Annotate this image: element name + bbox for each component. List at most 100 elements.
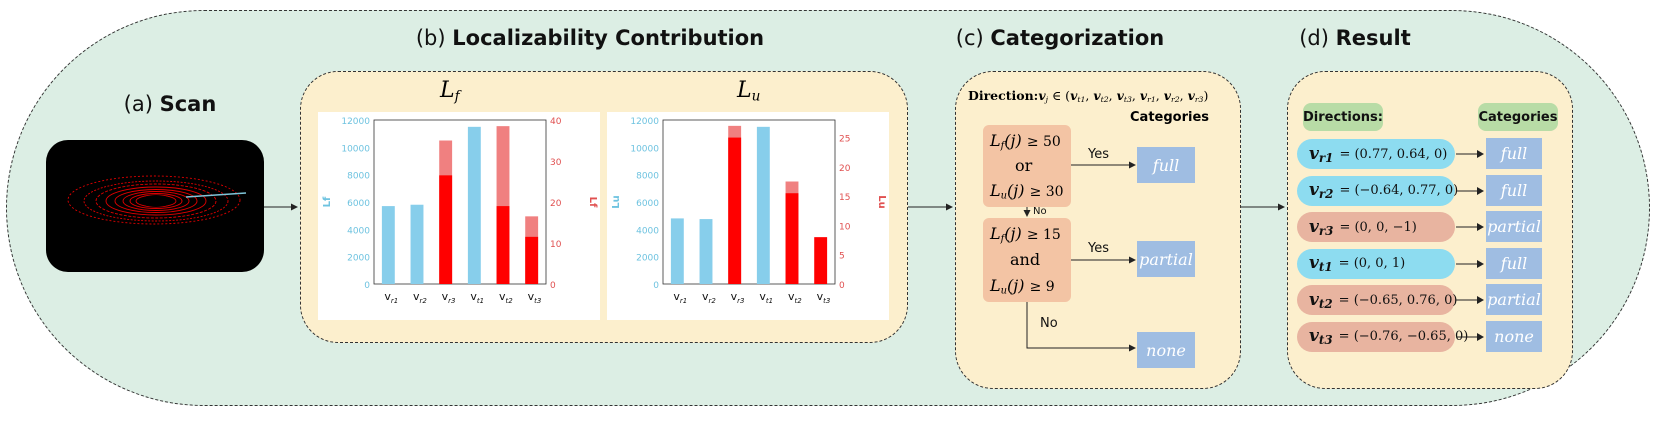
direction-pill: vr3 = (0, 0, −1) — [1297, 212, 1455, 242]
result-arrow — [1456, 150, 1484, 158]
direction-set-item: vt3, — [1116, 88, 1140, 104]
left-tick-label: 6000 — [636, 199, 659, 209]
y-axis-label: Lu — [611, 195, 622, 209]
bar-left-axis — [467, 126, 481, 284]
panel-c-prefix: (c) — [955, 26, 991, 50]
direction-set-item: vt2, — [1093, 88, 1117, 104]
direction-symbol: vt2 — [1309, 289, 1333, 311]
direction-pill: vt2 = (−0.65, 0.76, 0) — [1297, 285, 1457, 315]
panel-a-prefix: (a) — [123, 92, 160, 116]
y-axis-label: Lf — [322, 196, 333, 207]
left-tick-label: 12000 — [341, 117, 370, 127]
cond1-line2: Lu(j) ≥ 30 — [990, 181, 1064, 202]
left-tick-label: 0 — [364, 281, 370, 291]
cond1-line1: Lf(j) ≥ 50 — [990, 131, 1061, 152]
direction-symbol: vr2 — [1309, 180, 1334, 201]
panel-c-name: Categorization — [990, 26, 1165, 50]
direction-pill: vt3 = (−0.76, −0.65, 0) — [1297, 321, 1468, 352]
cond2-and: and — [1010, 250, 1041, 269]
right-tick-label: 15 — [839, 193, 850, 203]
scan-rings — [67, 175, 247, 225]
direction-set-item: vr3 — [1187, 88, 1204, 104]
right-tick-label: 5 — [839, 252, 845, 262]
left-tick-label: 10000 — [630, 144, 659, 154]
left-tick-label: 0 — [653, 281, 659, 291]
panel-b-name: Localizability Contribution — [452, 26, 765, 50]
panel-d-name: Result — [1335, 26, 1411, 50]
left-tick-label: 8000 — [347, 172, 370, 182]
right-tick-label: 10 — [839, 222, 851, 232]
result-category-box: full — [1486, 138, 1542, 169]
y2-axis-label: Lu — [876, 195, 887, 209]
left-tick-label: 8000 — [636, 172, 659, 182]
bar-left-axis — [699, 219, 713, 284]
result-category-box: partial — [1486, 211, 1542, 242]
result-arrow — [1456, 332, 1484, 341]
output-none-box: none — [1137, 332, 1195, 368]
right-tick-label: 0 — [550, 281, 556, 291]
panel-c-title: (c) Categorization — [950, 26, 1170, 50]
right-tick-label: 40 — [550, 117, 562, 127]
lidar-scan-image — [46, 140, 264, 272]
direction-pill: vr1 = (0.77, 0.64, 0) — [1297, 139, 1455, 169]
direction-symbol: vt1 — [1309, 253, 1333, 274]
condition-2-box — [983, 218, 1071, 302]
left-tick-label: 2000 — [347, 254, 370, 264]
result-arrow — [1456, 223, 1484, 231]
right-tick-label: 20 — [550, 199, 562, 209]
direction-set-item: vt1, — [1070, 88, 1094, 104]
direction-set-items: vt1, vt2, vt3, vr1, vr2, vr3 — [1070, 88, 1204, 104]
right-tick-label: 10 — [550, 240, 562, 250]
directions-header: Directions: — [1303, 103, 1383, 131]
categorization-arrows — [1023, 161, 1136, 352]
bar-right-axis — [496, 206, 510, 284]
result-arrow — [1456, 296, 1484, 304]
direction-value: = (0, 0, 1) — [1338, 256, 1406, 271]
bar-left-axis — [756, 126, 770, 284]
result-categories-header: Categories — [1478, 103, 1558, 131]
result-category-box: partial — [1486, 284, 1542, 315]
output-full-box: full — [1137, 147, 1195, 183]
direction-set-item: vr2, — [1163, 88, 1188, 104]
left-tick-label: 4000 — [636, 226, 659, 236]
direction-pill: vt1 = (0, 0, 1) — [1297, 248, 1455, 279]
bar-right-axis — [814, 237, 828, 284]
cond2-line1: Lf(j) ≥ 15 — [990, 224, 1061, 245]
direction-value: = (0, 0, −1) — [1339, 219, 1417, 235]
right-tick-label: 30 — [550, 158, 562, 168]
cond2-line2: Lu(j) ≥ 9 — [990, 276, 1055, 297]
right-tick-label: 0 — [839, 281, 845, 291]
direction-pill: vr2 = (−0.64, 0.77, 0) — [1297, 175, 1459, 206]
direction-symbol: vt3 — [1309, 326, 1333, 347]
output-partial-box: partial — [1137, 241, 1195, 277]
result-category-box: full — [1486, 174, 1542, 206]
y2-axis-label: Lf — [587, 197, 598, 208]
direction-value: = (−0.64, 0.77, 0) — [1339, 183, 1459, 198]
no-label-1: No — [1033, 206, 1047, 217]
lf-bar-chart: 0 2000 4000 6000 8000 10000 12000 0 10 20 30 40 Lf Lf… — [318, 112, 600, 320]
direction-value: = (−0.76, −0.65, 0) — [1338, 329, 1469, 344]
bar-right-axis — [728, 137, 742, 284]
result-arrow — [1456, 259, 1484, 268]
bar-right-axis — [785, 193, 799, 284]
no-label-2: No — [1040, 316, 1058, 331]
chart-lf-title: Lf — [440, 78, 460, 105]
bar-left-axis — [381, 206, 395, 284]
panel-a-title: (a) Scan — [100, 92, 240, 116]
left-tick-label: 2000 — [636, 254, 659, 264]
cond1-or: or — [1015, 156, 1033, 175]
result-category-box: full — [1486, 247, 1542, 279]
chart-lu-title: Lu — [737, 78, 761, 105]
panel-a-name: Scan — [159, 92, 217, 116]
right-tick-label: 25 — [839, 135, 850, 145]
direction-value: = (0.77, 0.64, 0) — [1339, 146, 1448, 162]
result-arrow — [1456, 186, 1484, 195]
bar-left-axis — [670, 218, 684, 284]
direction-set-label: Direction:vj ∈ (vt1, vt2, vt3, vr1, vr2,… — [968, 88, 1209, 104]
right-tick-label: 20 — [839, 164, 851, 174]
direction-set-item: vr1, — [1139, 88, 1164, 104]
bar-right-axis — [525, 236, 539, 284]
result-category-box: none — [1486, 320, 1542, 352]
left-tick-label: 4000 — [347, 226, 370, 236]
